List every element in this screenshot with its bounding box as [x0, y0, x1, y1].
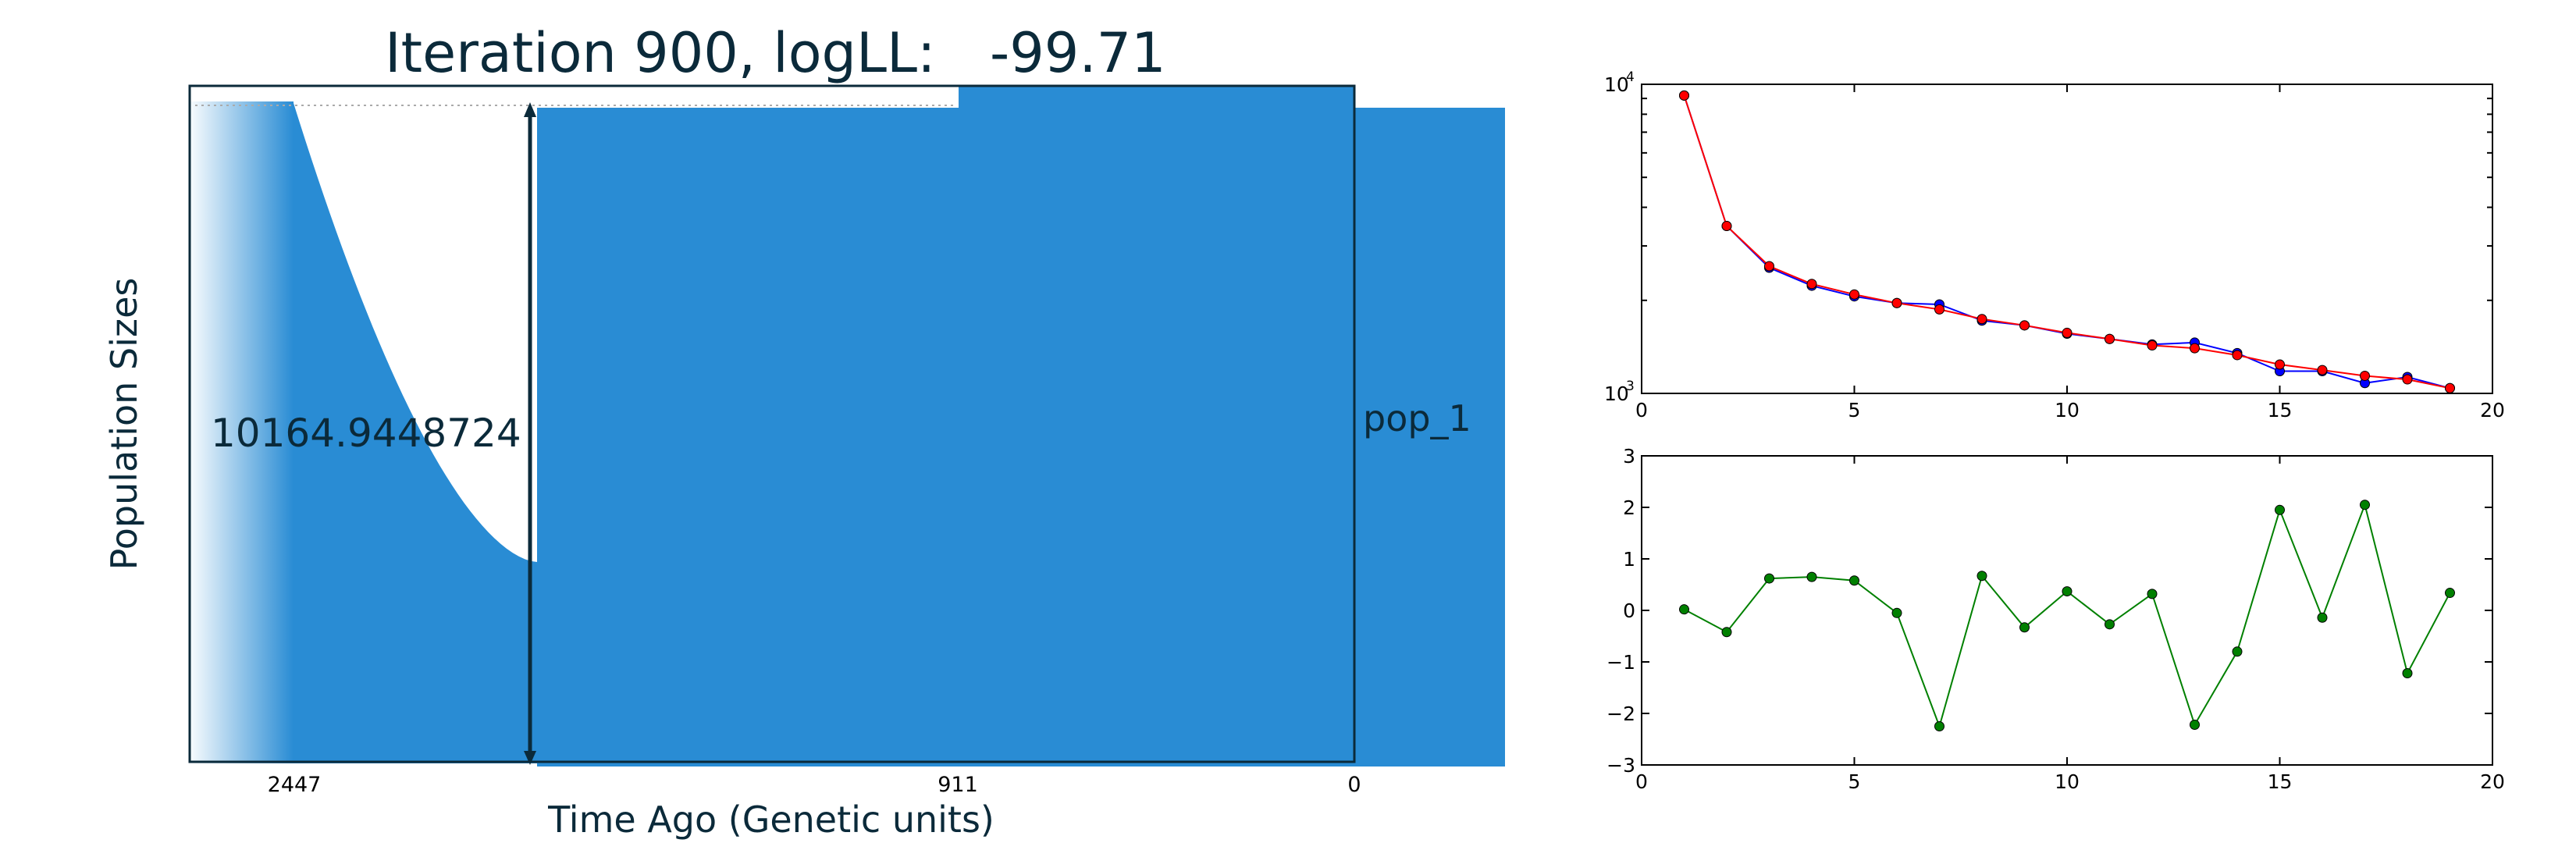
- x-tick-label: 5: [1848, 399, 1861, 422]
- data-point: [1934, 721, 1944, 731]
- x-tick-label: 0: [1635, 770, 1648, 793]
- data-point: [1806, 571, 1817, 582]
- left-chart-title: Iteration 900, logLL:: [385, 21, 936, 85]
- data-point: [1849, 289, 1859, 300]
- y-tick-label: 1: [1623, 548, 1635, 571]
- x-tick-label: 10: [2055, 770, 2080, 793]
- y-tick-label: 2: [1623, 496, 1635, 519]
- y-tick-label: 0: [1623, 599, 1635, 622]
- y-tick-label: 10: [1604, 382, 1629, 405]
- x-tick-label: 10: [2055, 399, 2080, 422]
- y-tick-label: −1: [1606, 651, 1635, 674]
- data-point: [2105, 619, 2115, 630]
- left-x-axis-label: Time Ago (Genetic units): [547, 799, 994, 841]
- data-point: [2317, 612, 2328, 623]
- series-line: [1683, 94, 2450, 389]
- x-tick-label: 5: [1848, 770, 1861, 793]
- y-tick-label: −3: [1606, 754, 1635, 777]
- left-x-tick: 911: [938, 773, 978, 797]
- data-point: [1679, 604, 1689, 615]
- exponential-population-area: [294, 103, 537, 763]
- constant-population-block: [537, 108, 1505, 767]
- data-point: [2062, 586, 2073, 597]
- data-point: [2190, 720, 2200, 731]
- data-point: [2232, 646, 2243, 657]
- y-tick-label: 10: [1604, 73, 1629, 96]
- data-point: [1679, 90, 1689, 101]
- left-x-tick: 0: [1347, 773, 1361, 797]
- y-tick-exponent: 3: [1626, 379, 1635, 394]
- y-tick-label: 3: [1623, 445, 1635, 468]
- data-point: [1934, 304, 1944, 315]
- y-tick-label: −2: [1606, 702, 1635, 725]
- data-point: [1721, 221, 1732, 232]
- size-arrow-head-bottom: [524, 751, 536, 765]
- data-point: [2317, 365, 2328, 375]
- left-plot-frame: [188, 84, 1356, 763]
- plot-frame: [1641, 84, 2493, 394]
- series-line: [1684, 502, 2451, 729]
- data-point: [2402, 374, 2413, 385]
- loglik-value: -99.71: [990, 21, 1166, 85]
- data-point: [1976, 571, 1987, 582]
- data-point: [1764, 573, 1774, 584]
- data-point: [2402, 668, 2413, 679]
- data-point: [2275, 359, 2285, 370]
- data-point: [2232, 350, 2243, 361]
- data-point: [2062, 327, 2073, 338]
- data-point: [2190, 343, 2200, 354]
- y-tick-exponent: 4: [1626, 69, 1635, 85]
- data-point: [2445, 588, 2455, 599]
- x-tick-label: 15: [2268, 770, 2293, 793]
- data-point: [2360, 500, 2370, 510]
- data-point: [1891, 607, 1902, 618]
- x-tick-label: 20: [2480, 770, 2505, 793]
- fade-region: [190, 101, 294, 763]
- left-x-tick: 2447: [268, 773, 322, 797]
- x-tick-label: 0: [1635, 399, 1648, 422]
- data-point: [2105, 333, 2115, 344]
- data-point: [1891, 297, 1902, 308]
- series-line: [1683, 94, 2450, 389]
- data-point: [2445, 382, 2455, 393]
- x-tick-label: 20: [2480, 399, 2505, 422]
- data-point: [2147, 589, 2158, 599]
- data-point: [2147, 340, 2158, 350]
- data-point: [1976, 314, 1987, 325]
- left-y-axis-label: Population Sizes: [103, 278, 145, 571]
- data-point: [1764, 261, 1774, 272]
- size-annotation: 10164.9448724: [211, 411, 521, 456]
- population-label: pop_1: [1363, 397, 1471, 439]
- data-point: [2275, 504, 2285, 515]
- data-point: [2019, 320, 2030, 331]
- x-tick-label: 15: [2268, 399, 2293, 422]
- size-arrow-head-top: [524, 102, 536, 117]
- data-point: [2019, 622, 2030, 633]
- constant-population-step: [959, 86, 1354, 109]
- data-point: [1806, 279, 1817, 290]
- data-point: [1721, 627, 1732, 638]
- data-point: [1849, 575, 1859, 586]
- data-point: [2360, 370, 2370, 381]
